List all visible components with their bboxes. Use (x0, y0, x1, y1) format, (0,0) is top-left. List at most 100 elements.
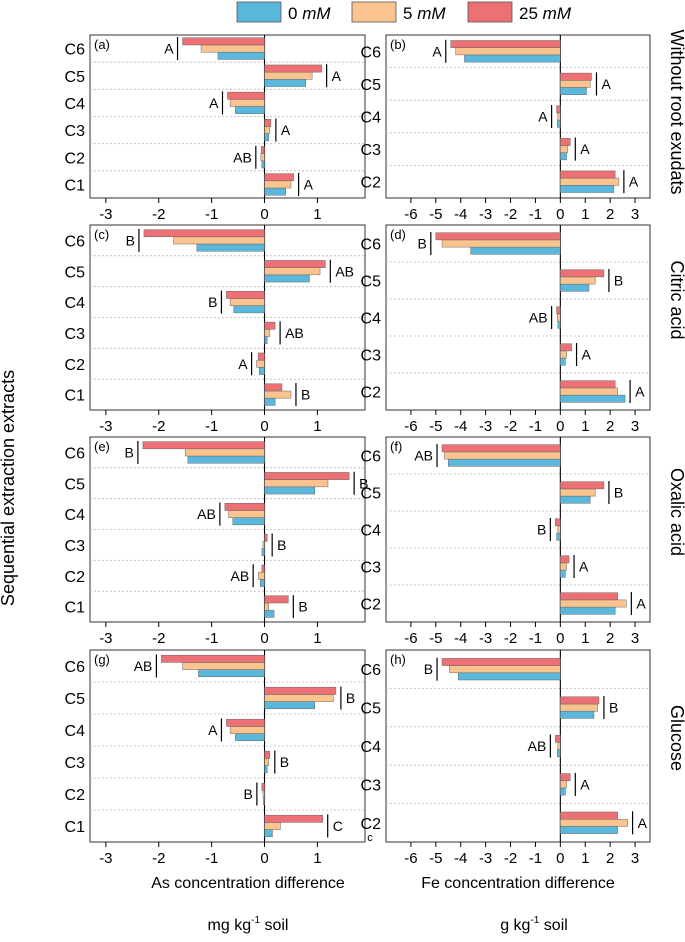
panel-e-bar-c5-2 (264, 472, 350, 480)
panel-f-bar-c2-2 (560, 592, 618, 601)
panel-e-bar-c2-1 (257, 571, 265, 580)
panel-c-annotation-text: AB (335, 263, 354, 279)
panel-a-bar-c3-2 (264, 119, 272, 127)
panel-a-annotation-text: A (332, 68, 342, 84)
panel-f-bar-c3-1 (560, 562, 567, 571)
panel-c-bar-c1-1 (264, 390, 292, 399)
panel-f-x-tick-label: 3 (631, 630, 639, 647)
panel-a-category-label: C3 (65, 123, 86, 140)
panel-b-bar-c2-0 (560, 185, 615, 193)
panel-a-bar-c5-2 (264, 64, 322, 73)
panel-c-category-label: C2 (65, 357, 86, 374)
panel-f-bar-c2-0 (560, 606, 616, 615)
panel-c: (c) C6 B C5 AB C4 B C3 AB C2 A C1 B -3 -2 -1 0 1 (65, 224, 366, 435)
row-title-without-root-exudats: Without root exudats (667, 29, 685, 194)
panel-f-bar-c6-1 (444, 451, 561, 460)
panel-h-category-label: C4 (361, 739, 382, 756)
panel-e-bar-c4-1 (228, 510, 265, 518)
panel-d-bar-c5-0 (560, 283, 590, 292)
panel-b-x-tick-label: -2 (504, 206, 517, 223)
panel-f-annotation-text: B (537, 522, 546, 538)
panel-g-x-tick-label: -2 (152, 850, 165, 867)
panel-h-x-tick-label: -6 (404, 850, 417, 867)
panel-a-x-tick-label: -2 (152, 206, 165, 223)
panel-d-category-label: C5 (361, 274, 382, 291)
panel-d-x-tick-label: 0 (556, 418, 564, 435)
panel-b-bar-c4-0 (557, 119, 561, 128)
panel-h-x-tick-label: -3 (479, 850, 492, 867)
panel-h-annotation-text: AB (528, 738, 547, 754)
panel-b-frame (385, 34, 651, 199)
panel-e-annotation-text: B (359, 475, 368, 491)
panel-d-bar-c4-1 (557, 313, 561, 322)
panel-g-category-label: C1 (65, 819, 86, 836)
panel-h-bar-c2-2 (560, 811, 618, 820)
panel-a-bar-c1-1 (264, 180, 292, 189)
panel-g-x-tick-label: -1 (205, 850, 218, 867)
panel-f-bar-c3-0 (560, 569, 566, 578)
panel-g-annotation-text: AB (134, 658, 153, 674)
panel-d-x-tick-label: 1 (581, 418, 589, 435)
panel-b-category-label: C6 (361, 44, 382, 61)
panel-a-bar-c1-2 (264, 173, 294, 182)
panel-f-x-tick-label: -1 (529, 630, 542, 647)
panel-e-bar-c1-1 (264, 602, 269, 611)
panel-b-category-label: C4 (361, 110, 382, 127)
panel-f-category-label: C5 (361, 486, 382, 503)
panel-b-x-tick-label: -5 (429, 206, 442, 223)
panel-b-annotation-text: A (629, 174, 639, 190)
panel-c-bar-c1-2 (264, 383, 283, 392)
panel-c-bar-c4-2 (226, 291, 265, 299)
panel-h-bar-c4-1 (557, 742, 561, 750)
panel-a-category-label: C5 (65, 69, 86, 86)
panel-h-bar-c5-0 (560, 710, 595, 719)
panel-b-bar-c6-1 (455, 47, 561, 56)
panel-g-label: (g) (94, 652, 110, 667)
panel-g-bar-c2-0 (263, 797, 265, 806)
panel-c-x-tick-label: -1 (205, 418, 218, 435)
panel-a-category-label: C1 (65, 177, 86, 194)
panel-e-bar-c3-2 (264, 533, 268, 542)
panel-f-annotation-text: A (636, 596, 646, 612)
panel-h-annotation-text: B (424, 661, 433, 677)
panel-f-x-tick-label: -4 (454, 630, 467, 647)
panel-b-bar-c2-2 (560, 170, 616, 179)
panel-g-category-label: C4 (65, 723, 86, 740)
col-title-as: As concentration difference (151, 875, 345, 892)
panel-a-annotation-text: A (209, 95, 219, 111)
panel-c-bar-c3-0 (264, 336, 268, 344)
panel-d-annotation-text: A (635, 384, 645, 400)
row-title-citric-acid: Citric acid (667, 260, 685, 339)
panel-h-bar-c3-1 (560, 780, 567, 789)
panel-d-bar-c2-0 (560, 394, 626, 403)
panel-g-bar-c5-1 (264, 694, 334, 702)
panel-g-x-tick-label: 0 (260, 850, 268, 867)
panel-d-x-tick-label: -6 (404, 418, 417, 435)
panel-e-x-tick-label: 0 (260, 630, 268, 647)
panel-a-annotation-text: AB (233, 149, 252, 165)
y-axis-title: Sequential extraction extracts (0, 370, 18, 606)
panel-f-label: (f) (390, 439, 402, 454)
panel-b-annotation-text: A (601, 76, 611, 92)
panel-f-bar-c4-2 (555, 518, 561, 527)
panel-c-x-tick-label: 1 (313, 418, 321, 435)
panel-h-category-label: C5 (361, 701, 382, 718)
panel-b-x-tick-label: -6 (404, 206, 417, 223)
panel-g-category-label: C6 (65, 659, 86, 676)
panel-h-category-label: C3 (361, 777, 382, 794)
panel-a-category-label: C6 (65, 42, 86, 59)
panel-g-bar-c3-2 (264, 750, 271, 759)
panel-b-x-tick-label: -1 (529, 206, 542, 223)
panel-b-x-tick-label: 1 (581, 206, 589, 223)
panel-e-bar-c6-1 (184, 448, 265, 457)
panel-d-frame (385, 224, 651, 411)
panel-c-bar-c4-1 (229, 298, 265, 306)
panel-a-category-label: C2 (65, 150, 86, 167)
panel-f-bar-c6-2 (441, 444, 561, 453)
panel-c-bar-c5-0 (264, 274, 310, 283)
panel-g-x-tick-label: 1 (313, 850, 321, 867)
panel-e-bar-c3-1 (262, 541, 265, 549)
panel-g-bar-c2-2 (261, 782, 265, 791)
panel-d-bar-c6-0 (470, 246, 561, 255)
panel-g-category-label: C2 (65, 787, 86, 804)
